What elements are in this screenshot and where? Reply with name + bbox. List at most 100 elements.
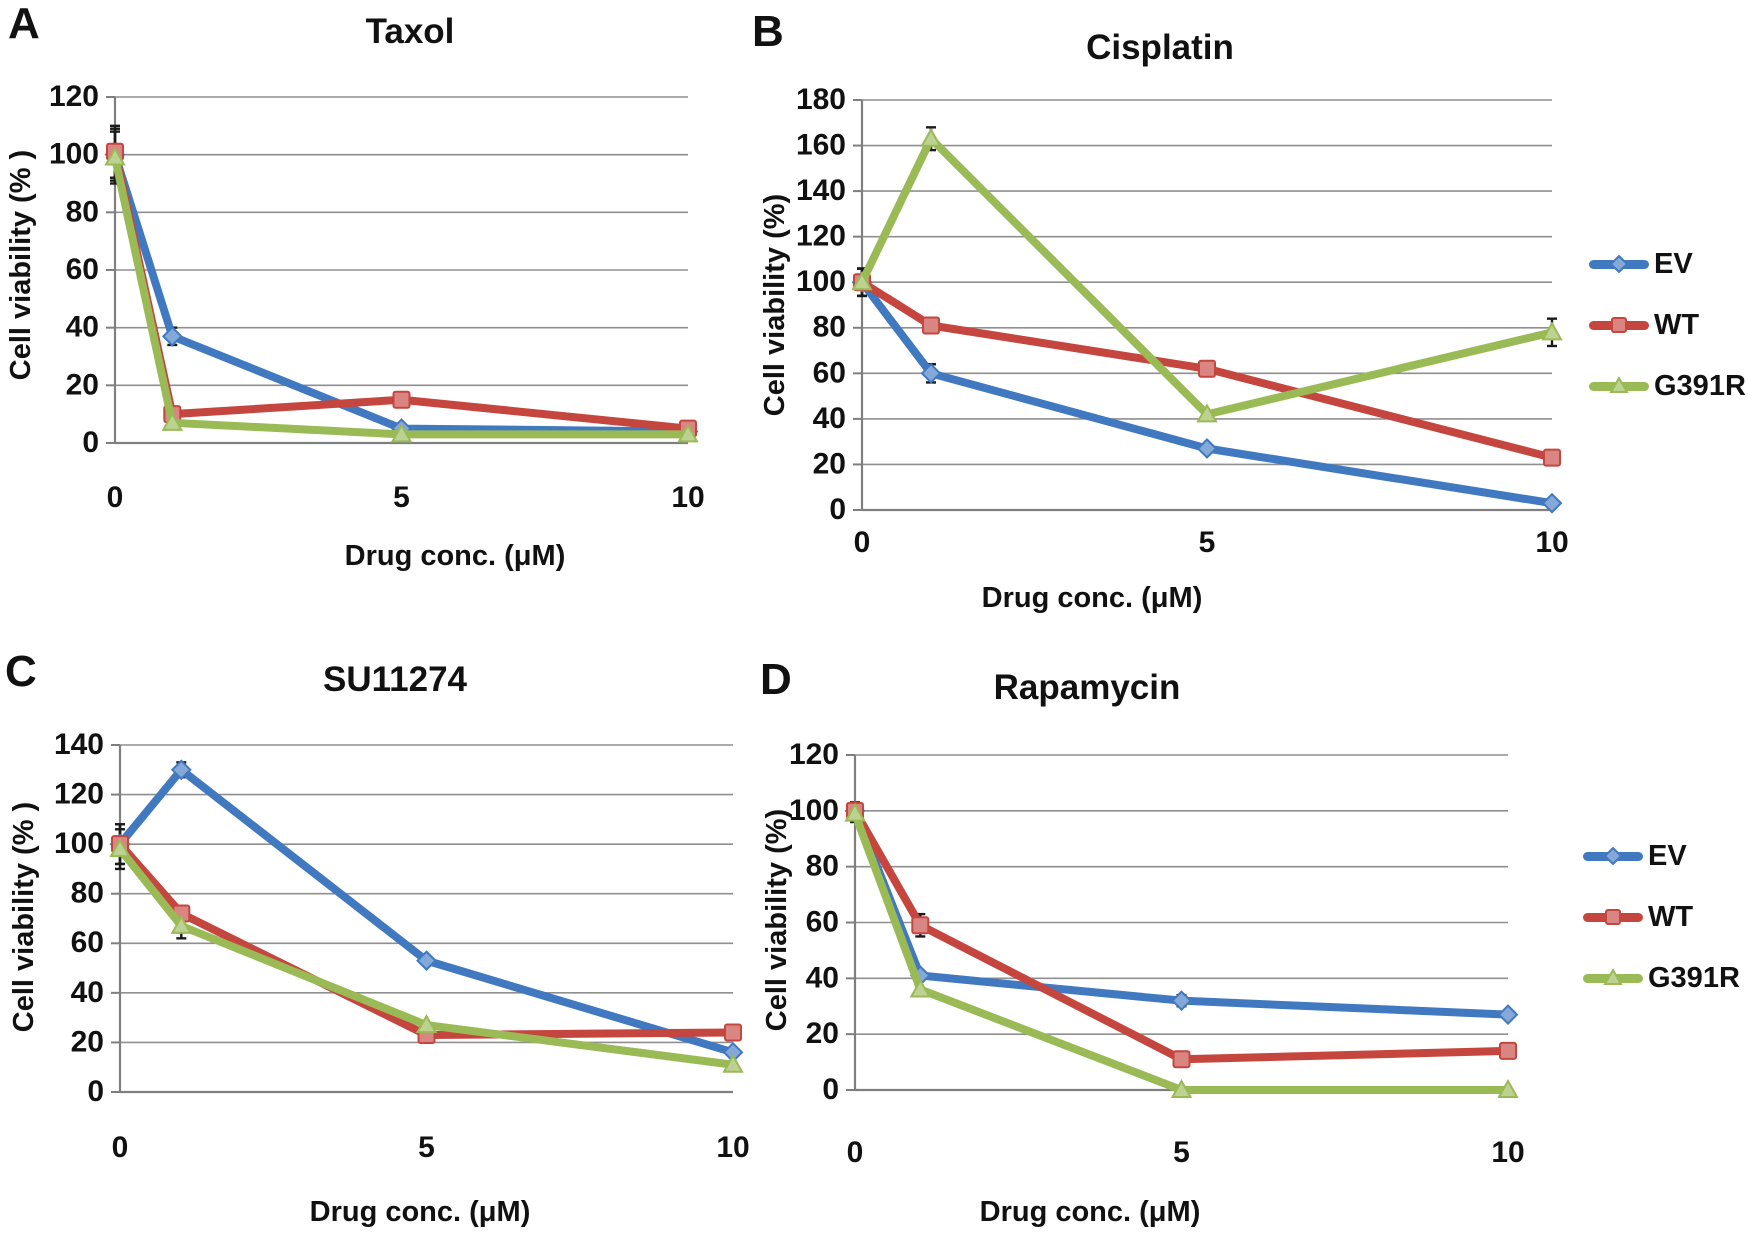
series-line [858, 134, 1556, 419]
series-wt [846, 801, 1517, 1069]
marker-square [724, 1023, 742, 1042]
marker-triangle [920, 127, 942, 147]
series-ev [851, 271, 1563, 514]
y-axis-label-c: Cell viability (% ) [8, 801, 40, 1033]
y-tick-label: 80 [806, 850, 839, 883]
panel-title-rapamycin: Rapamycin [993, 668, 1181, 707]
y-tick-label: 40 [813, 402, 846, 435]
y-tick-label: 40 [66, 311, 99, 344]
y-tick-label: 100 [789, 794, 839, 827]
panel-title-cisplatin: Cisplatin [1086, 28, 1234, 67]
marker-square [911, 916, 930, 935]
y-tick-label: 0 [822, 1073, 839, 1106]
panel-title-taxol: Taxol [365, 12, 455, 51]
y-tick-label: 0 [82, 426, 99, 459]
marker-triangle [109, 838, 131, 858]
series-ev [844, 800, 1519, 1026]
y-tick-label: 60 [71, 926, 104, 959]
legend-marker-g391r-icon [1583, 967, 1643, 985]
series-g391r [844, 802, 1519, 1098]
marker-triangle [851, 271, 873, 291]
marker-triangle [1497, 1078, 1519, 1098]
marker-diamond [161, 325, 183, 347]
y-tick-label: 140 [796, 174, 846, 207]
marker-diamond [1541, 492, 1563, 514]
y-axis-label-a: Cell viability (% ) [5, 149, 37, 381]
legend-marker-ev-icon [1589, 254, 1649, 274]
marker-triangle [722, 1053, 744, 1073]
marker-diamond [1171, 990, 1192, 1012]
marker-diamond [920, 362, 942, 384]
x-tick-label: 10 [1491, 1136, 1524, 1169]
x-axis-label-b: Drug conc. (μM) [981, 582, 1203, 614]
panel-a-plot: 0 20 40 60 80 100 120 0 5 10 [49, 80, 705, 514]
y-tick-label: 120 [54, 777, 104, 810]
marker-square [1605, 909, 1621, 925]
x-axis-label-a: Drug conc. (μM) [344, 540, 566, 572]
panel-c-plot: 0 20 40 60 80 100 120 140 0 5 10 [54, 728, 750, 1164]
y-tick-label: 20 [806, 1017, 839, 1050]
legend-item-ev: EV [1588, 247, 1746, 280]
x-axis-label-c: Drug conc. (μM) [309, 1196, 531, 1228]
marker-square [1499, 1041, 1517, 1060]
y-tick-label: 20 [813, 447, 846, 480]
marker-triangle [1196, 403, 1218, 423]
series-line [851, 809, 1512, 1094]
legend-panel-d: EV WT G391R [1582, 840, 1740, 994]
series-line [858, 278, 1556, 462]
marker-triangle [1609, 375, 1629, 393]
marker-square [1611, 317, 1627, 333]
y-tick-label: 140 [54, 728, 104, 761]
panel-letter-d: D [760, 655, 792, 704]
marker-diamond [416, 950, 437, 972]
series-g391r [109, 838, 744, 1073]
legend-item-wt: WT [1588, 308, 1746, 341]
marker-diamond [1196, 438, 1218, 459]
y-tick-label: 20 [71, 1025, 104, 1058]
legend-marker-wt-icon [1583, 909, 1643, 925]
legend-marker-ev-icon [1583, 846, 1643, 866]
legend-item-g391r: G391R [1582, 962, 1740, 994]
series-line [858, 278, 1556, 508]
x-tick-label: 5 [393, 481, 410, 514]
series-line [111, 150, 692, 436]
series-wt [853, 273, 1561, 467]
panel-letter-b: B [752, 7, 784, 56]
y-tick-label: 40 [71, 976, 104, 1009]
marker-triangle [161, 411, 184, 431]
legend-item-wt: WT [1582, 901, 1740, 933]
y-axis-label-b: Cell viability (%) [759, 193, 791, 417]
x-tick-label: 5 [1199, 526, 1216, 559]
x-tick-label: 5 [1173, 1136, 1190, 1169]
marker-triangle [1541, 321, 1563, 341]
legend-label-ev: EV [1654, 247, 1693, 280]
y-tick-label: 120 [789, 738, 839, 771]
marker-square [1198, 359, 1216, 378]
y-tick-label: 60 [806, 905, 839, 938]
marker-diamond [170, 759, 192, 781]
y-tick-label: 180 [796, 83, 846, 116]
x-tick-label: 10 [671, 481, 704, 514]
legend-label-g391r: G391R [1654, 369, 1746, 402]
series-line [851, 806, 1512, 1064]
marker-triangle [909, 978, 932, 998]
y-tick-label: 120 [796, 220, 846, 253]
y-tick-label: 60 [66, 253, 99, 286]
series-ev [109, 759, 744, 1063]
y-tick-label: 0 [829, 493, 846, 526]
x-tick-label: 0 [847, 1136, 864, 1169]
x-axis-label-d: Drug conc. (μM) [979, 1196, 1201, 1228]
y-tick-label: 100 [49, 138, 99, 171]
marker-triangle [1170, 1078, 1193, 1098]
legend-item-ev: EV [1582, 840, 1740, 872]
panel-title-su11274: SU11274 [322, 660, 468, 699]
series-g391r [104, 146, 699, 443]
legend-marker-wt-icon [1589, 317, 1649, 333]
panel-letter-c: C [5, 647, 37, 696]
series-g391r [851, 127, 1563, 423]
legend-label-wt: WT [1654, 308, 1700, 341]
y-tick-label: 100 [796, 265, 846, 298]
marker-triangle [170, 914, 193, 934]
y-tick-label: 40 [806, 961, 839, 994]
